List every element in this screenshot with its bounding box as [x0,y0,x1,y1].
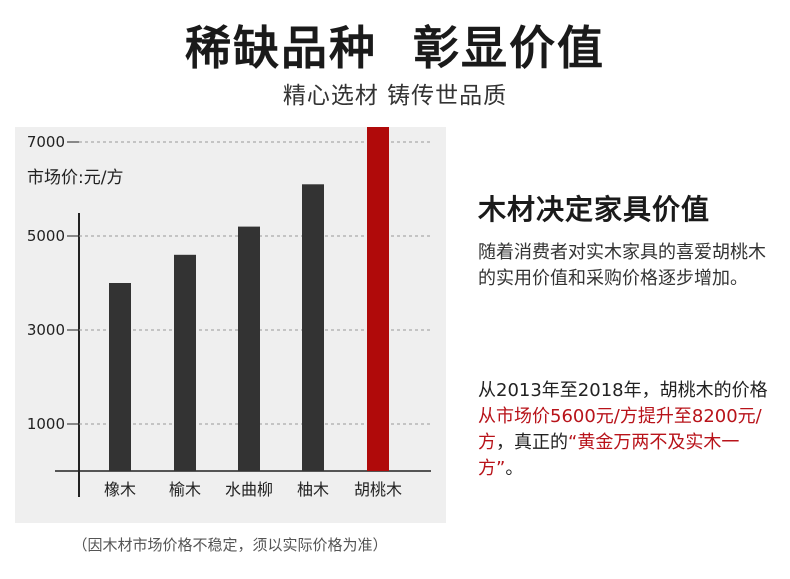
chart-unit-label: 市场价:元/方 [27,168,124,188]
bar-橡木 [109,283,131,471]
price-footnote: （因木材市场价格不稳定，须以实际价格为准） [72,536,388,554]
x-category-label: 榆木 [169,480,201,499]
bar-榆木 [174,254,196,471]
x-category-label: 水曲柳 [225,480,273,499]
y-tick-label: 3000 [27,321,65,339]
y-tick-label: 7000 [27,133,65,151]
page-subtitle: 精心选材 铸传世品质 [282,83,508,109]
bar-柚木 [302,184,324,472]
info-title: 木材决定家具价值 [478,193,711,226]
detail-highlight-text: 从市场价5600元/方提升至8200元/方 [478,406,762,453]
detail-text: 从2013年至2018年，胡桃木的价格 [478,380,768,401]
chart-panel: 市场价:元/方 10003000500070009000橡木榆木水曲柳柚木胡桃木 [15,127,446,523]
detail-text: ，真正的 [496,432,568,453]
info-detail: 从2013年至2018年，胡桃木的价格从市场价5600元/方提升至8200元/方… [478,378,778,482]
page-title: 稀缺品种 彰显价值 [184,21,606,75]
y-tick-label: 5000 [27,227,65,245]
x-category-label: 柚木 [297,480,329,499]
bar-胡桃木 [367,127,389,472]
price-bar-chart: 10003000500070009000橡木榆木水曲柳柚木胡桃木 [27,127,431,499]
detail-text: 。 [505,458,524,479]
bar-水曲柳 [238,226,260,471]
y-tick-label: 1000 [27,415,65,433]
detail-highlight-text: “黄金万两不及实木一方” [478,432,740,479]
x-category-label: 胡桃木 [354,480,402,499]
info-intro: 随着消费者对实木家具的喜爱胡桃木的实用价值和采购价格逐步增加。 [478,242,766,289]
x-category-label: 橡木 [104,480,136,499]
